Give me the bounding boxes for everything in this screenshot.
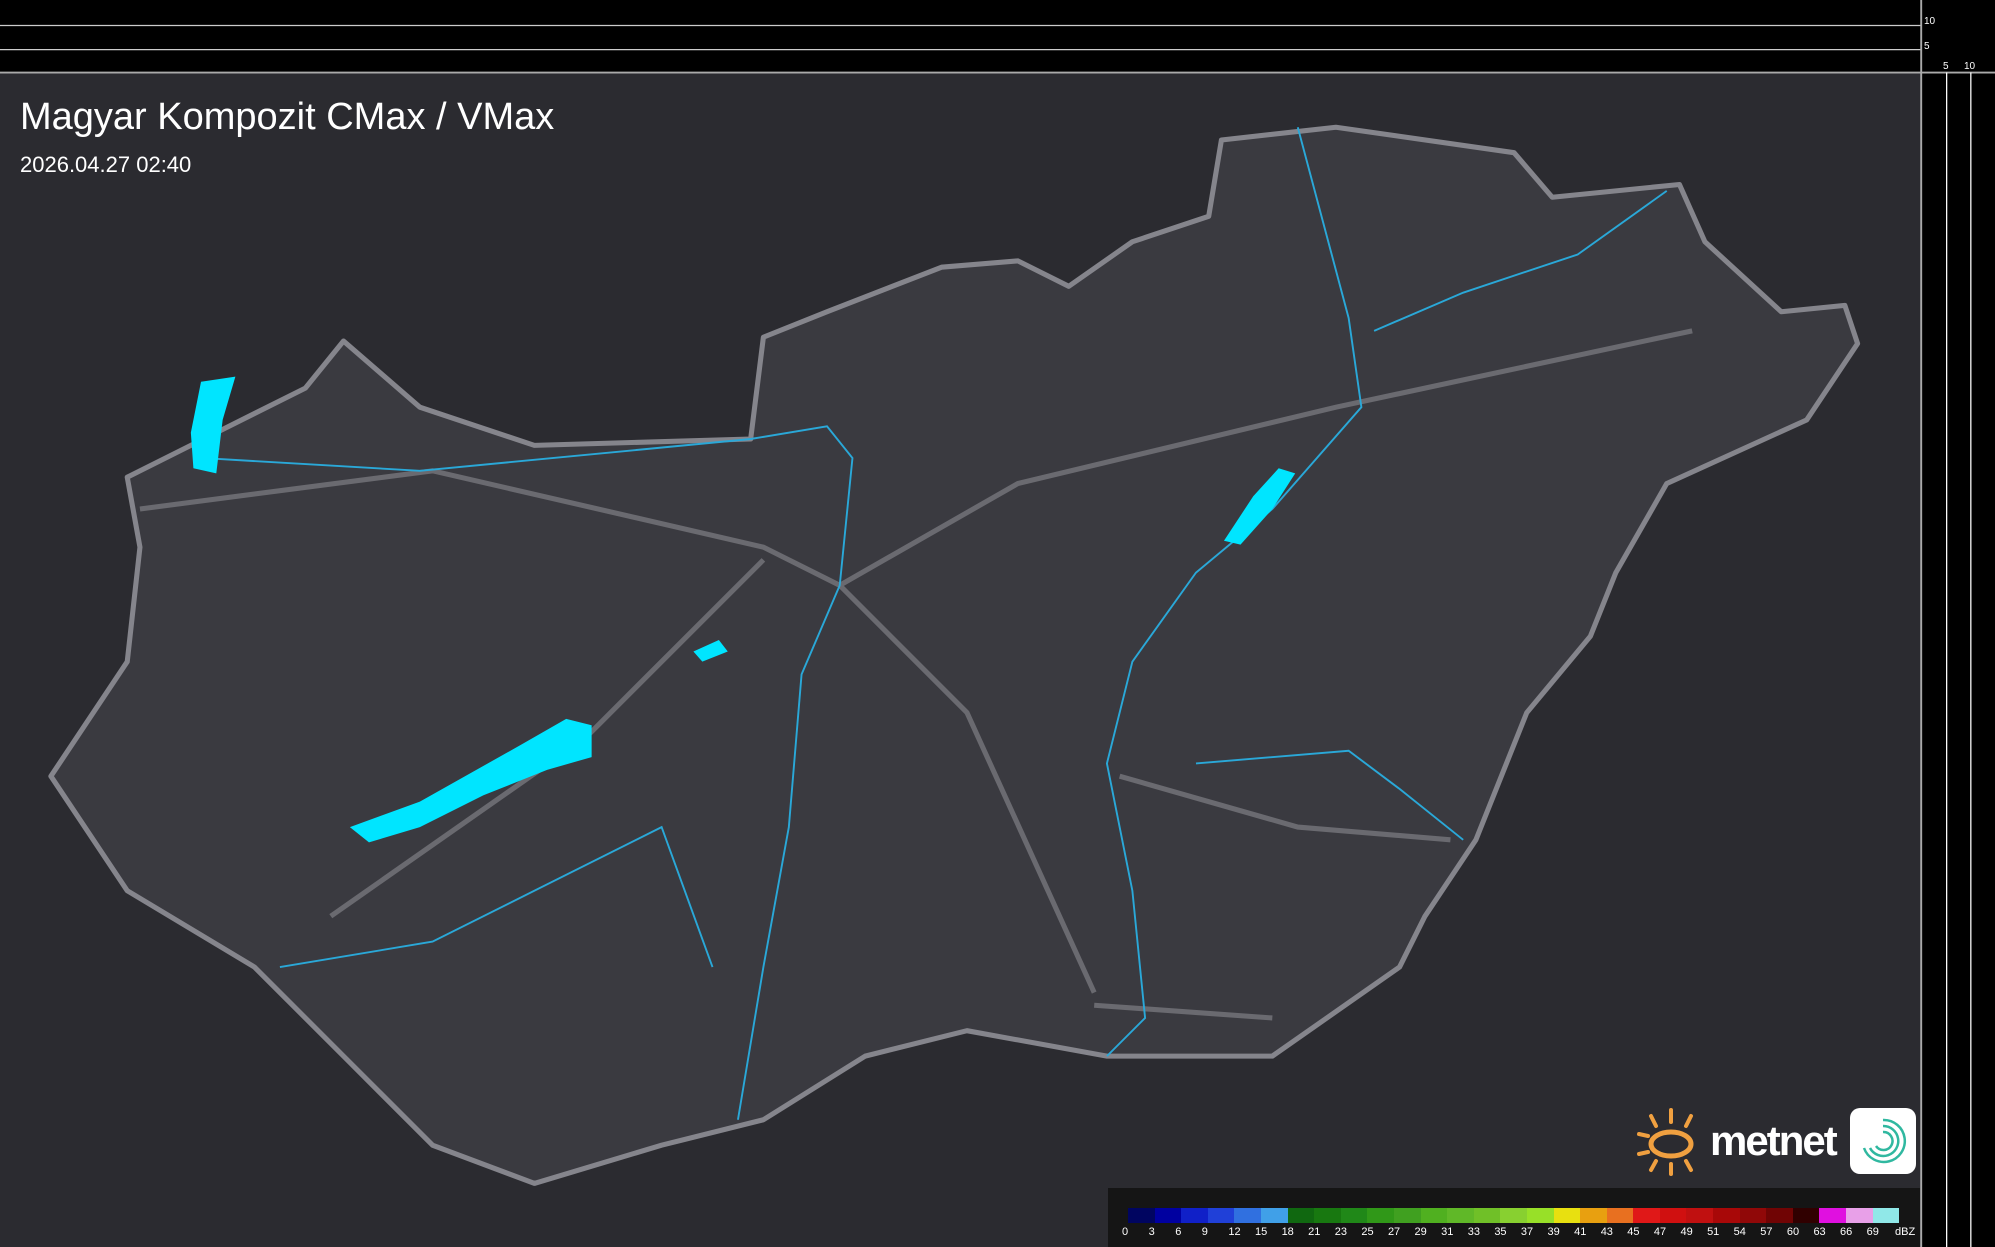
map-timestamp: 2026.04.27 02:40 bbox=[20, 152, 192, 177]
legend-swatch bbox=[1207, 1208, 1235, 1223]
legend-label: 23 bbox=[1334, 1226, 1347, 1238]
legend-swatch bbox=[1872, 1208, 1900, 1223]
legend-swatch bbox=[1447, 1208, 1474, 1223]
legend-swatch bbox=[1526, 1208, 1554, 1223]
legend-labels: 0 3 6 9 12 15 18 21 23 25 27 29 31 33 35 37 39 41 43 45 47 49… bbox=[1122, 1226, 1893, 1238]
legend-label: 69 bbox=[1866, 1226, 1879, 1238]
legend-swatch bbox=[1606, 1208, 1634, 1223]
legend-swatch bbox=[1314, 1208, 1341, 1223]
legend-label: 25 bbox=[1361, 1226, 1374, 1238]
legend-label: 54 bbox=[1733, 1226, 1746, 1238]
lake-tisza bbox=[1223, 468, 1296, 545]
legend-label: 43 bbox=[1600, 1226, 1613, 1238]
legend-swatch bbox=[1819, 1208, 1847, 1223]
legend-swatch bbox=[1846, 1208, 1873, 1223]
right-band bbox=[1921, 0, 1995, 1247]
legend-unit: dBZ bbox=[1895, 1226, 1916, 1238]
legend-swatch bbox=[1686, 1208, 1714, 1223]
legend-label: 0 bbox=[1122, 1226, 1129, 1238]
legend-swatch bbox=[1234, 1208, 1261, 1223]
legend-label: 27 bbox=[1387, 1226, 1401, 1238]
legend-label: 31 bbox=[1441, 1226, 1454, 1238]
legend-swatch bbox=[1260, 1208, 1288, 1223]
rivers bbox=[203, 126, 1668, 1120]
legend-label: 66 bbox=[1840, 1226, 1853, 1238]
legend-swatch bbox=[1766, 1208, 1793, 1223]
legend-label: 51 bbox=[1707, 1226, 1720, 1238]
legend-label: 57 bbox=[1760, 1226, 1773, 1238]
legend-label: 39 bbox=[1547, 1226, 1560, 1238]
scale-tick-h5: 5 bbox=[1943, 61, 1949, 72]
legend-swatch bbox=[1713, 1208, 1740, 1223]
metnet-logo: metnet bbox=[1636, 1106, 1916, 1176]
legend-swatch bbox=[1128, 1208, 1155, 1223]
legend-swatch bbox=[1739, 1208, 1767, 1223]
legend-label: 6 bbox=[1175, 1226, 1182, 1238]
legend-label: 37 bbox=[1520, 1226, 1534, 1238]
legend-swatch bbox=[1633, 1208, 1660, 1223]
legend-swatch bbox=[1154, 1208, 1182, 1223]
legend-swatch bbox=[1393, 1208, 1421, 1223]
metnet-wordmark: metnet bbox=[1710, 1117, 1838, 1164]
legend-label: 12 bbox=[1228, 1226, 1241, 1238]
legend-swatch bbox=[1580, 1208, 1607, 1223]
legend-label: 15 bbox=[1254, 1226, 1268, 1238]
top-band bbox=[0, 0, 1995, 73]
legend-label: 9 bbox=[1201, 1226, 1208, 1238]
legend-label: 60 bbox=[1786, 1226, 1800, 1238]
legend-swatch bbox=[1473, 1208, 1501, 1223]
lake-neusiedl bbox=[190, 376, 236, 474]
map-title: Magyar Kompozit CMax / VMax bbox=[20, 96, 555, 138]
lake-balaton bbox=[349, 718, 592, 843]
sun-icon bbox=[1637, 1108, 1694, 1176]
legend-swatch bbox=[1181, 1208, 1208, 1223]
lake-velence bbox=[693, 640, 728, 662]
lakes bbox=[190, 376, 1296, 843]
legend-color-bar bbox=[1128, 1208, 1900, 1223]
legend-swatch bbox=[1287, 1208, 1315, 1223]
dbz-legend: 0 3 6 9 12 15 18 21 23 25 27 29 31 33 35 37 39 41 43 45 47 49… bbox=[1108, 1188, 1920, 1247]
legend-label: 45 bbox=[1627, 1226, 1640, 1238]
legend-swatch bbox=[1553, 1208, 1581, 1223]
legend-label: 3 bbox=[1148, 1226, 1155, 1238]
legend-label: 29 bbox=[1414, 1226, 1427, 1238]
legend-label: 47 bbox=[1653, 1226, 1667, 1238]
legend-label: 41 bbox=[1574, 1226, 1587, 1238]
scale-tick-v5: 5 bbox=[1924, 41, 1930, 52]
legend-swatch bbox=[1500, 1208, 1527, 1223]
legend-swatch bbox=[1792, 1208, 1820, 1223]
legend-label: 21 bbox=[1308, 1226, 1321, 1238]
legend-swatch bbox=[1367, 1208, 1394, 1223]
legend-label: 63 bbox=[1813, 1226, 1826, 1238]
legend-swatch bbox=[1340, 1208, 1368, 1223]
scale-tick-h10: 10 bbox=[1964, 61, 1976, 72]
legend-swatch bbox=[1659, 1208, 1687, 1223]
legend-label: 49 bbox=[1680, 1226, 1693, 1238]
app-swirl-icon bbox=[1849, 1108, 1916, 1174]
legend-swatch bbox=[1420, 1208, 1448, 1223]
legend-label: 35 bbox=[1494, 1226, 1507, 1238]
scale-tick-v10: 10 bbox=[1924, 16, 1936, 27]
legend-label: 33 bbox=[1467, 1226, 1480, 1238]
legend-label: 18 bbox=[1281, 1226, 1294, 1238]
